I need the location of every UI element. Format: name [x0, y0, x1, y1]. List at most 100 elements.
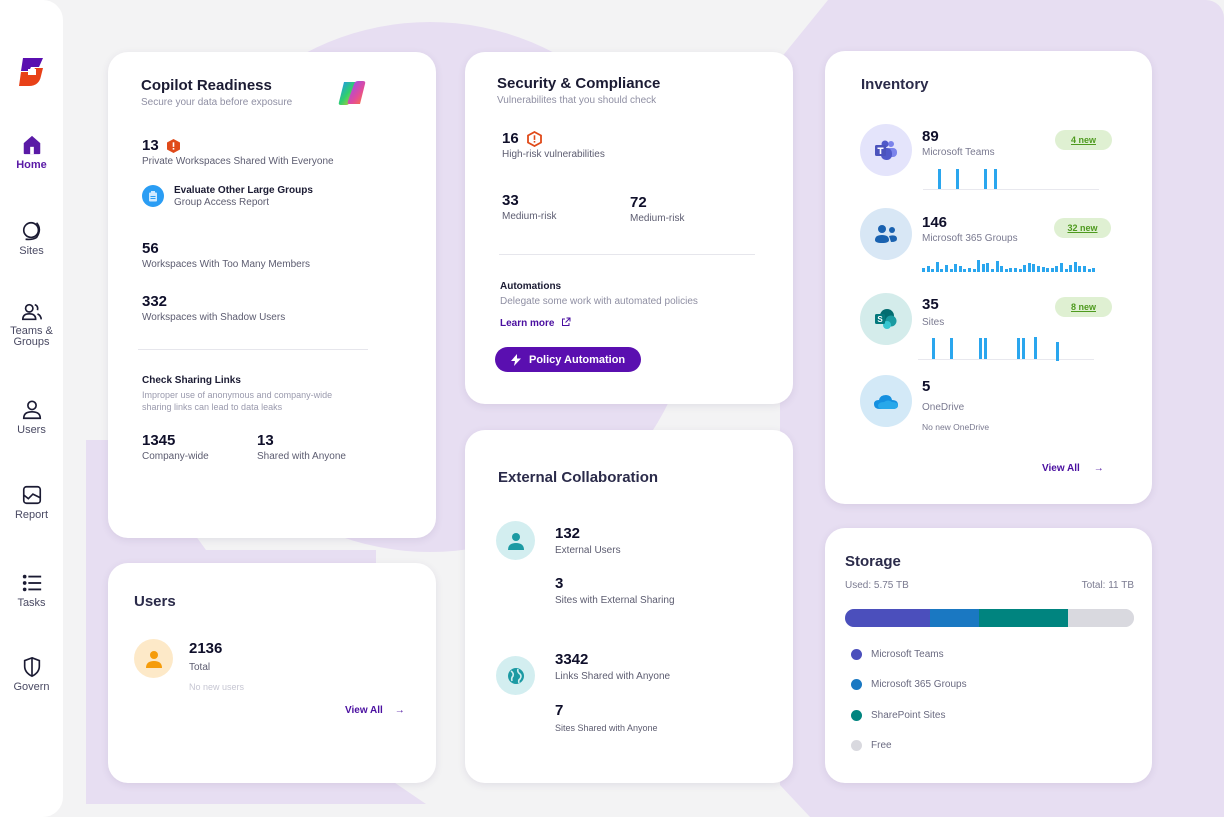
sites-sparkline — [918, 330, 1094, 361]
external-collaboration-card: External Collaboration 132 External User… — [465, 430, 793, 783]
divider — [499, 254, 755, 255]
learn-more-link[interactable]: Learn more — [500, 317, 571, 329]
automations-title: Automations — [500, 281, 562, 292]
medium-risk-count-1: 33 — [502, 192, 519, 209]
external-link-icon — [562, 317, 571, 326]
sites-new-badge[interactable]: 8 new — [1055, 297, 1112, 317]
spark-bar — [949, 269, 953, 272]
chart-icon — [22, 485, 41, 505]
spark-bar — [1050, 268, 1054, 272]
storage-segment — [1067, 609, 1134, 627]
spark-bar — [981, 264, 985, 272]
company-wide-count: 1345 — [142, 432, 176, 449]
storage-segment — [930, 609, 980, 627]
shadow-users-label: Workspaces with Shadow Users — [142, 312, 286, 323]
policy-automation-button[interactable]: Policy Automation — [495, 347, 642, 372]
spark-bar — [977, 260, 981, 272]
clipboard-icon — [142, 185, 164, 207]
sharing-title: Check Sharing Links — [142, 375, 241, 386]
spark-bar — [935, 262, 939, 272]
spark-bar — [945, 265, 948, 272]
sidebar-item-label: Sites — [19, 245, 44, 257]
inventory-card: Inventory 89 Microsoft Teams 4 new 146 M… — [825, 51, 1152, 504]
too-many-members-count: 56 — [142, 240, 159, 257]
spark-bar — [1009, 268, 1013, 272]
high-risk-count: 16 — [502, 130, 605, 148]
spark-bar — [1064, 269, 1068, 272]
user-icon — [134, 639, 173, 678]
sidebar-item-users[interactable]: Users — [0, 399, 63, 436]
links-anyone-count: 3342 — [555, 651, 589, 668]
card-subtitle: Vulnerabilites that you should check — [497, 95, 657, 106]
spark-bar — [1041, 267, 1045, 272]
sidebar-item-label: Report — [14, 509, 49, 521]
medium-risk-label-1: Medium-risk — [502, 211, 557, 222]
spark-bar — [1027, 263, 1031, 272]
sidebar-item-tasks[interactable]: Tasks — [0, 572, 63, 609]
spark-bar — [1018, 269, 1022, 272]
spark-bar — [1092, 268, 1096, 272]
spark-bar — [940, 269, 944, 272]
groups-new-badge[interactable]: 32 new — [1054, 218, 1111, 238]
teams-sparkline — [923, 160, 1099, 190]
teams-new-badge[interactable]: 4 new — [1055, 130, 1112, 150]
card-subtitle: Secure your data before exposure — [141, 97, 293, 108]
groups-label: Microsoft 365 Groups — [922, 233, 1018, 244]
spark-bar — [1014, 268, 1017, 272]
legend-sharepoint-sites: SharePoint Sites — [851, 710, 946, 721]
spark-bar — [1037, 266, 1040, 272]
storage-card: Storage Used: 5.75 TB Total: 11 TB Micro… — [825, 528, 1152, 783]
sidebar-item-teams-groups[interactable]: Teams & Groups — [0, 301, 63, 348]
spark-bar — [1078, 266, 1082, 272]
sidebar-item-sites[interactable]: Sites — [0, 220, 63, 257]
sites-external-count: 3 — [555, 575, 564, 592]
sidebar-item-home[interactable]: Home — [0, 134, 63, 171]
spark-bar — [1087, 269, 1091, 272]
spark-bar — [958, 266, 962, 272]
card-title: Users — [134, 593, 176, 610]
legend-microsoft-teams: Microsoft Teams — [851, 649, 944, 660]
microsoft-teams-icon — [860, 124, 912, 176]
private-shared-count: 13 — [142, 137, 334, 154]
spark-bar — [1000, 266, 1004, 272]
medium-risk-label-2: Medium-risk — [630, 213, 685, 224]
high-risk-label: High-risk vulnerabilities — [502, 149, 605, 161]
copilot-readiness-card: Copilot Readiness Secure your data befor… — [108, 52, 436, 538]
spark-bar — [1055, 266, 1059, 272]
shadow-users-count: 332 — [142, 293, 168, 310]
card-title: Storage — [845, 553, 901, 570]
spark-bar — [963, 269, 967, 272]
sidebar-item-report[interactable]: Report — [0, 484, 63, 521]
arrow-right-icon: → — [394, 705, 405, 716]
evaluate-groups-link[interactable]: Evaluate Other Large Groups Group Access… — [142, 185, 313, 208]
users-view-all-link[interactable]: View All → — [345, 705, 405, 716]
spark-bar — [954, 264, 958, 272]
list-icon — [22, 574, 41, 592]
external-user-icon — [496, 521, 535, 560]
spark-bar — [1069, 265, 1073, 272]
sidebar-item-label: Teams & Groups — [10, 325, 53, 348]
app-logo-icon[interactable] — [19, 58, 45, 86]
sidebar-item-label: Users — [17, 424, 46, 436]
onedrive-note: No new OneDrive — [922, 422, 990, 432]
sites-external-label: Sites with External Sharing — [555, 595, 675, 606]
legend-microsoft-365-groups: Microsoft 365 Groups — [851, 679, 967, 690]
sidebar-item-label: Tasks — [17, 597, 46, 609]
microsoft-365-groups-icon — [860, 208, 912, 260]
spark-bar — [1004, 269, 1008, 272]
security-compliance-card: Security & Compliance Vulnerabilites tha… — [465, 52, 793, 404]
automations-description: Delegate some work with automated polici… — [500, 296, 698, 307]
sites-label: Sites — [922, 317, 945, 328]
sidebar-item-govern[interactable]: Govern — [0, 656, 63, 693]
storage-total: Total: 11 TB — [1081, 580, 1134, 591]
sidebar-item-label: Home — [16, 159, 47, 171]
storage-usage-bar — [845, 609, 1134, 627]
home-icon — [23, 135, 40, 155]
spark-bar — [968, 268, 971, 272]
groups-sparkline — [922, 258, 1098, 272]
spark-bar — [1060, 263, 1063, 272]
onedrive-icon — [860, 375, 912, 427]
card-title: Inventory — [861, 76, 929, 93]
inventory-view-all-link[interactable]: View All → — [1042, 463, 1104, 474]
people-icon — [21, 303, 42, 321]
